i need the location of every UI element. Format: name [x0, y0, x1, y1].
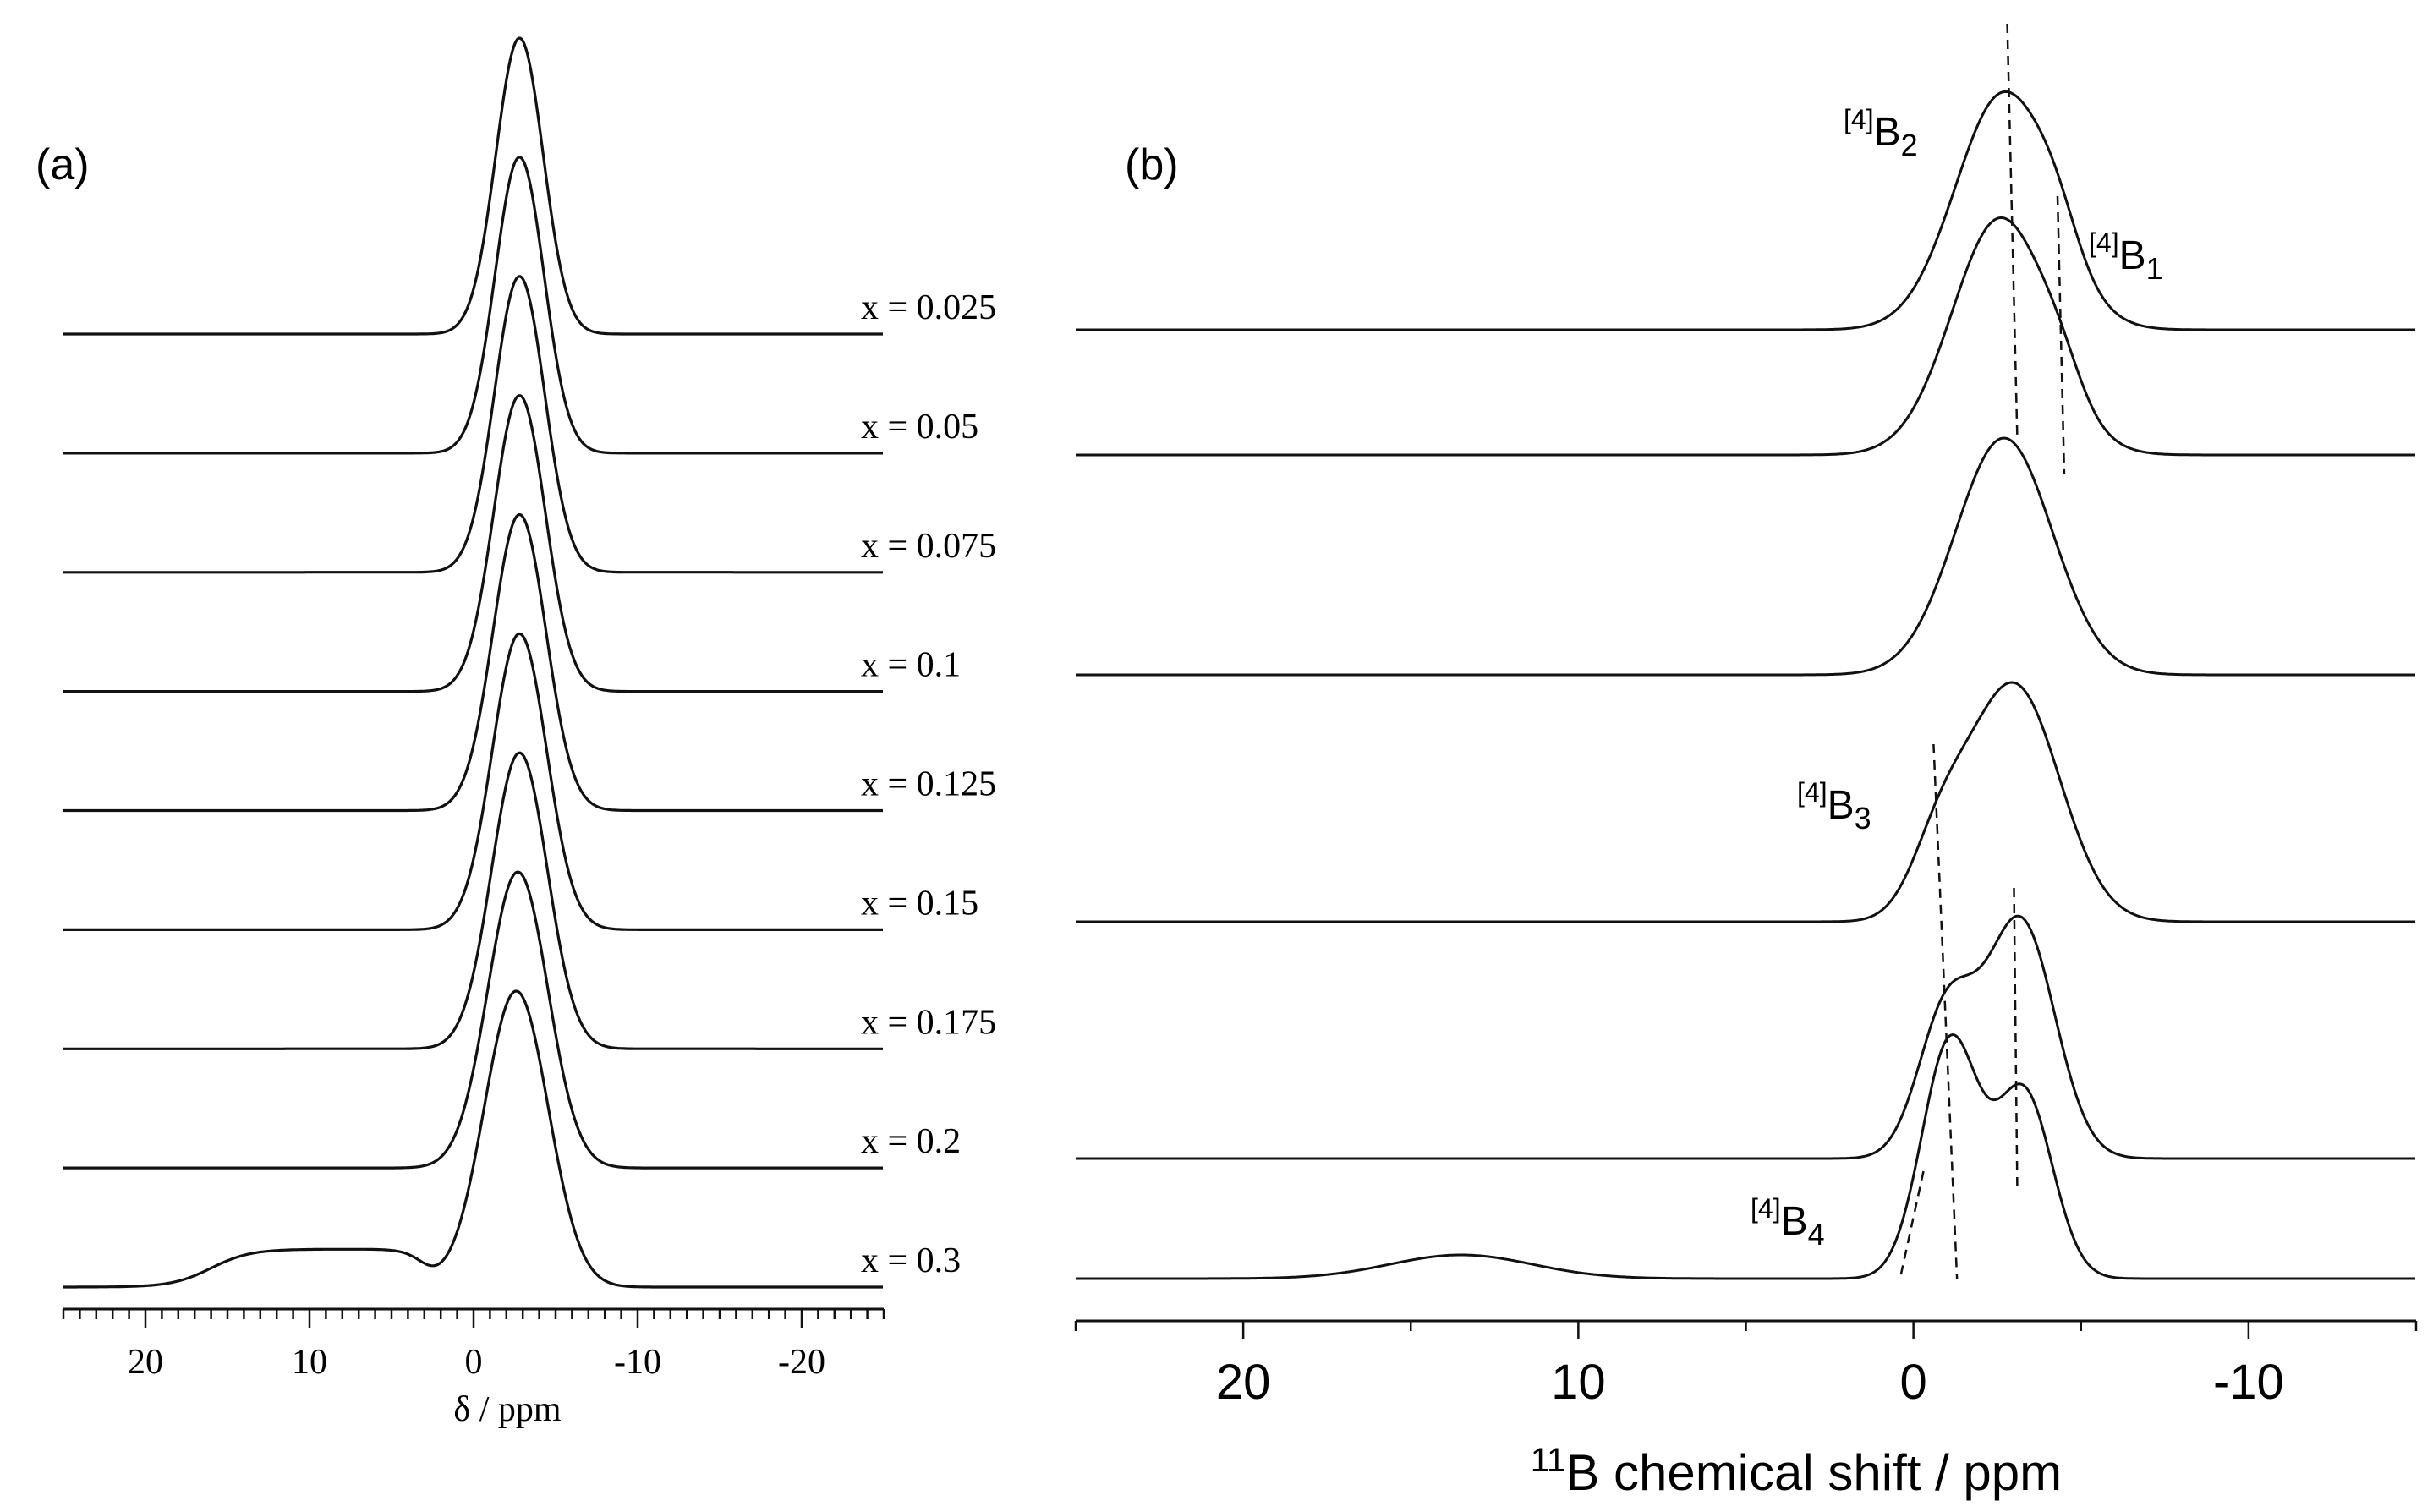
series-label: x = 0.025 [861, 288, 996, 327]
annotation-base: B [1874, 110, 1901, 155]
peak-annotation: [4]B3 [1797, 777, 1871, 835]
spectrum-trace [63, 989, 883, 1289]
spectrum-trace [1076, 216, 2415, 457]
spectrum-trace [1076, 681, 2415, 923]
reference-dashed-line [2056, 195, 2066, 474]
spectrum-trace [1076, 436, 2415, 677]
annotation-sup: [4] [1751, 1193, 1781, 1224]
spectrum-trace [63, 394, 883, 693]
x-tick-label: 10 [292, 1343, 327, 1382]
series-label: x = 0.3 [861, 1241, 961, 1280]
series-label: x = 0.175 [861, 1003, 996, 1042]
series-label: x = 0.125 [861, 765, 996, 804]
x-axis-title-main: B chemical shift / ppm [1565, 1444, 2062, 1501]
x-tick-label: -20 [778, 1343, 825, 1382]
x-axis-title: 11B chemical shift / ppm [1531, 1442, 2062, 1501]
annotation-sup: [4] [1844, 104, 1874, 134]
annotation-sub: 1 [2146, 251, 2163, 286]
spectrum-trace [63, 751, 883, 1050]
spectrum-trace [1076, 914, 2415, 1160]
annotation-base: B [1781, 1199, 1808, 1244]
spectrum-trace [63, 36, 883, 336]
reference-dashed-line [2006, 23, 2019, 441]
annotation-sub: 4 [1808, 1217, 1825, 1252]
spectrum-trace [63, 275, 883, 574]
x-axis-title-superscript: 11 [1531, 1442, 1566, 1479]
peak-annotation: [4]B4 [1751, 1193, 1825, 1252]
annotation-base: B [2119, 233, 2146, 278]
reference-dashed-line [1932, 743, 1959, 1279]
series-label: x = 0.075 [861, 527, 996, 566]
peak-annotation: [4]B2 [1844, 104, 1918, 162]
spectrum-trace [63, 632, 883, 931]
annotation-sup: [4] [2089, 227, 2119, 258]
peak-annotation: [4]B1 [2089, 227, 2163, 286]
panel-label-b: (b) [1125, 140, 1179, 189]
annotation-sup: [4] [1797, 777, 1827, 808]
x-tick-label: 0 [465, 1343, 483, 1382]
series-label: x = 0.2 [861, 1122, 961, 1161]
x-axis-title: δ / ppm [453, 1390, 561, 1429]
reference-dashed-line [1899, 1170, 1925, 1279]
spectrum-trace [1076, 1033, 2415, 1280]
annotation-sub: 2 [1901, 128, 1918, 162]
series-label: x = 0.1 [861, 646, 961, 685]
x-tick-label: 20 [128, 1343, 163, 1382]
x-tick-label: 0 [1899, 1355, 1926, 1410]
x-tick-label: -10 [2213, 1355, 2284, 1410]
annotation-base: B [1827, 783, 1855, 828]
series-label: x = 0.05 [861, 408, 978, 446]
x-tick-label: 20 [1216, 1355, 1271, 1410]
spectrum-trace [1076, 90, 2415, 331]
spectrum-trace [63, 156, 883, 455]
series-label: x = 0.15 [861, 884, 978, 923]
panel-label-a: (a) [36, 140, 90, 189]
x-tick-label: -10 [614, 1343, 661, 1382]
spectrum-trace [63, 870, 883, 1170]
annotation-sub: 3 [1855, 801, 1871, 835]
x-tick-label: 10 [1551, 1355, 1606, 1410]
reference-dashed-line [2013, 887, 2019, 1193]
spectrum-trace [63, 513, 883, 813]
panel-a: (a) x = 0.025 x = 0.05 x = 0.075 x = 0.1 x = … [36, 36, 996, 1429]
